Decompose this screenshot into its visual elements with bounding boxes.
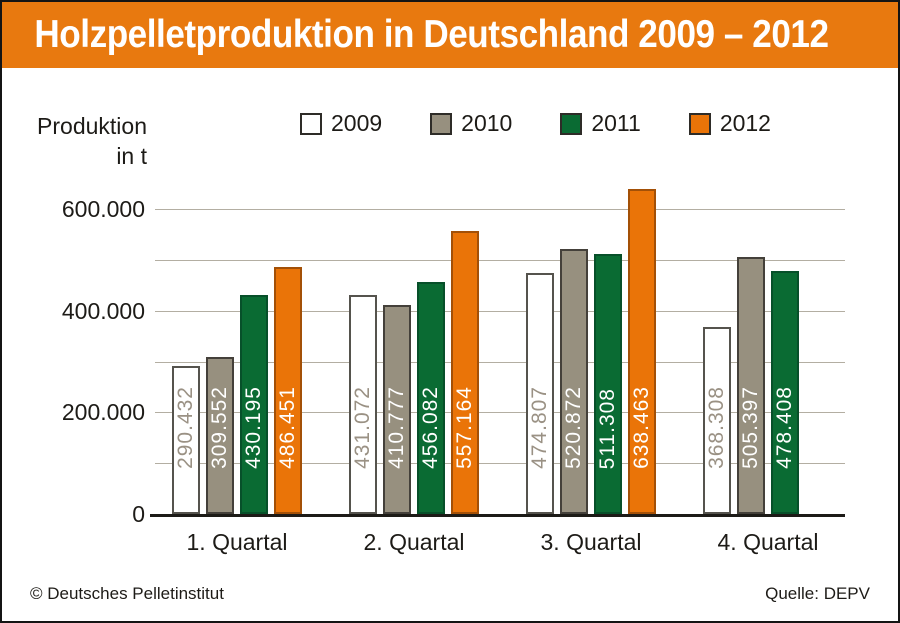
bar-value-label-2012-q1: 486.451 <box>276 386 299 469</box>
gridline-500000 <box>155 260 845 261</box>
gridline-600000 <box>155 209 845 210</box>
bar-value-label-2011-q2: 456.082 <box>419 386 442 469</box>
bar-2012-q3: 638.463 <box>628 189 656 514</box>
bar-value-label-2011-q1: 430.195 <box>242 386 265 469</box>
bar-2010-q2: 410.777 <box>383 305 411 514</box>
bar-2011-q1: 430.195 <box>240 295 268 514</box>
x-category-label-q4: 4. Quartal <box>717 529 819 555</box>
bar-value-wrap: 520.872 <box>562 386 586 469</box>
legend-swatch-2012 <box>688 112 711 135</box>
bar-value-wrap: 511.308 <box>596 388 620 469</box>
bar-2012-q1: 486.451 <box>274 267 302 514</box>
bar-value-label-2009-q3: 474.807 <box>528 386 551 469</box>
y-tick-label-600000: 600.000 <box>61 196 145 222</box>
title-bar: Holzpelletproduktion in Deutschland 2009… <box>2 2 898 68</box>
bar-2009-q4: 368.308 <box>703 327 731 514</box>
chart-legend: 2009 2010 2011 2012 <box>300 110 771 137</box>
bar-value-wrap: 456.082 <box>419 386 443 469</box>
legend-item-2011: 2011 <box>560 110 641 137</box>
y-axis-title-line2: in t <box>116 142 147 169</box>
bar-value-wrap: 410.777 <box>385 386 409 469</box>
legend-item-2012: 2012 <box>688 110 771 137</box>
bar-value-label-2012-q3: 638.463 <box>630 386 653 469</box>
x-axis-line <box>150 514 845 517</box>
bar-value-label-2011-q4: 478.408 <box>773 386 796 469</box>
legend-swatch-2010 <box>430 112 453 135</box>
y-axis-title: Produktion in t <box>30 112 147 172</box>
bar-value-label-2010-q4: 505.397 <box>739 386 762 469</box>
y-tick-label-0: 0 <box>132 501 145 527</box>
bar-value-label-2009-q4: 368.308 <box>705 386 728 469</box>
bar-value-wrap: 290.432 <box>174 386 198 469</box>
bar-value-wrap: 368.308 <box>705 386 729 469</box>
bar-value-wrap: 638.463 <box>630 386 654 469</box>
legend-label-2012: 2012 <box>719 110 771 136</box>
bar-2011-q2: 456.082 <box>417 282 445 514</box>
y-tick-label-200000: 200.000 <box>61 399 145 425</box>
legend-item-2010: 2010 <box>430 110 512 137</box>
bar-value-label-2011-q3: 511.308 <box>596 387 619 469</box>
chart-title: Holzpelletproduktion in Deutschland 2009… <box>34 13 829 56</box>
legend-label-2009: 2009 <box>331 110 383 136</box>
gridline-400000 <box>155 311 845 312</box>
bar-2012-q2: 557.164 <box>451 231 479 514</box>
bar-value-wrap: 474.807 <box>528 386 552 469</box>
y-axis-title-line1: Produktion <box>37 113 147 139</box>
bar-value-wrap: 478.408 <box>773 386 797 469</box>
source-text: Quelle: DEPV <box>765 584 870 603</box>
legend-swatch-2009 <box>300 112 322 135</box>
y-tick-label-400000: 400.000 <box>61 298 145 324</box>
bar-value-wrap: 557.164 <box>453 386 477 469</box>
bar-2009-q2: 431.072 <box>349 295 377 514</box>
bar-value-wrap: 430.195 <box>242 386 266 469</box>
bar-value-wrap: 486.451 <box>276 386 300 469</box>
bar-value-label-2009-q1: 290.432 <box>174 386 197 469</box>
legend-swatch-2011 <box>560 112 583 135</box>
bar-2010-q4: 505.397 <box>737 257 765 514</box>
bar-value-label-2010-q2: 410.777 <box>385 386 408 469</box>
bar-value-label-2010-q3: 520.872 <box>562 386 585 469</box>
legend-label-2010: 2010 <box>461 110 513 136</box>
bar-2011-q3: 511.308 <box>594 254 622 514</box>
legend-label-2011: 2011 <box>591 110 641 136</box>
gridline-200000 <box>155 412 845 413</box>
bar-value-label-2012-q2: 557.164 <box>453 386 476 469</box>
bar-2009-q3: 474.807 <box>526 273 554 514</box>
bar-2010-q3: 520.872 <box>560 249 588 514</box>
bar-2011-q4: 478.408 <box>771 271 799 514</box>
bar-2010-q1: 309.552 <box>206 357 234 514</box>
bar-value-label-2010-q1: 309.552 <box>208 386 231 469</box>
x-category-label-q3: 3. Quartal <box>540 529 642 555</box>
gridline-300000 <box>155 362 845 363</box>
bar-value-wrap: 309.552 <box>208 386 232 469</box>
x-category-label-q1: 1. Quartal <box>186 529 288 555</box>
legend-item-2009: 2009 <box>300 110 382 137</box>
x-category-label-q2: 2. Quartal <box>363 529 465 555</box>
copyright-text: © Deutsches Pelletinstitut <box>30 584 224 603</box>
bar-value-wrap: 431.072 <box>351 386 375 469</box>
bar-2009-q1: 290.432 <box>172 366 200 514</box>
bar-value-wrap: 505.397 <box>739 386 763 469</box>
bar-value-label-2009-q2: 431.072 <box>351 386 374 469</box>
gridline-100000 <box>155 463 845 464</box>
